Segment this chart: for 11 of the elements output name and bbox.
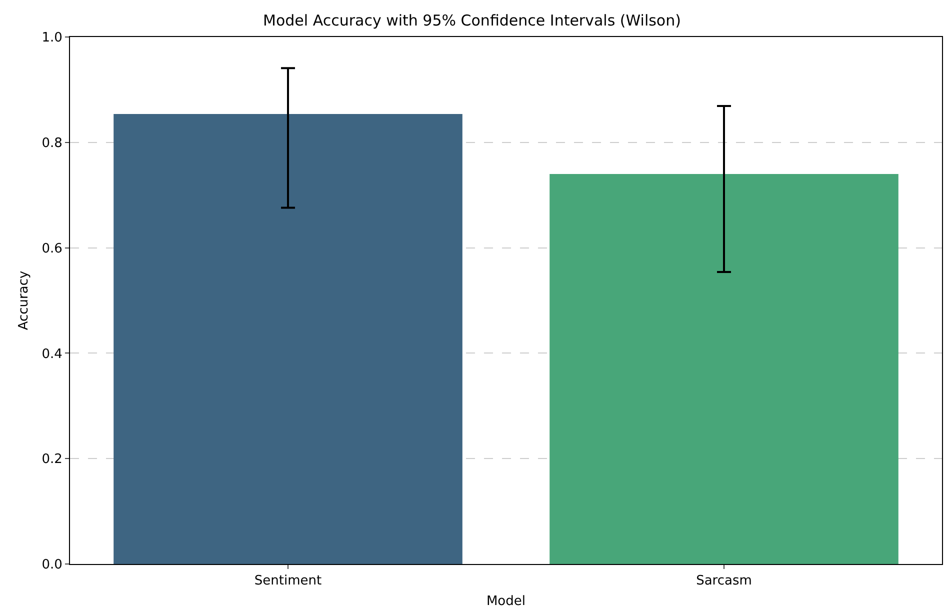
x-tick-label: Sarcasm <box>696 574 752 589</box>
y-tick-label: 0.4 <box>42 346 62 362</box>
chart-title: Model Accuracy with 95% Confidence Intervals (Wilson) <box>263 11 681 30</box>
y-tick-label: 1.0 <box>42 30 62 46</box>
y-tick-label: 0.6 <box>42 241 62 256</box>
x-axis-title: Model <box>486 594 526 610</box>
y-tick-label: 0.0 <box>42 558 62 573</box>
x-tick-label: Sentiment <box>254 574 322 589</box>
y-axis-title: Accuracy <box>16 270 32 330</box>
y-tick-label: 0.8 <box>42 136 62 151</box>
y-tick-label: 0.2 <box>42 452 62 468</box>
